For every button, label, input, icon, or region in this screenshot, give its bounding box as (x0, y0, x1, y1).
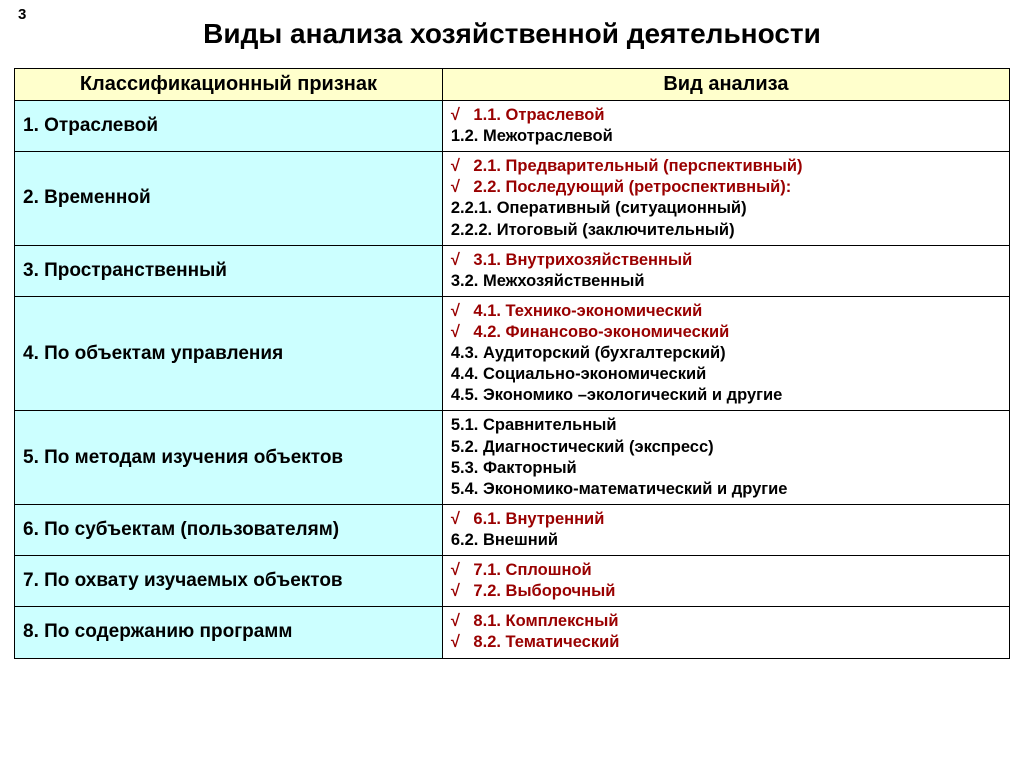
table-row: 2. Временной√ 2.1. Предварительный (перс… (15, 152, 1010, 245)
table-row: 3. Пространственный√ 3.1. Внутрихозяйств… (15, 245, 1010, 296)
type-line: √ 7.1. Сплошной (451, 560, 1001, 581)
criterion-cell: 1. Отраслевой (15, 101, 443, 152)
type-line: √ 4.2. Финансово-экономический (451, 322, 1001, 343)
check-icon: √ (451, 322, 469, 343)
type-line: 2.2.1. Оперативный (ситуационный) (451, 198, 1001, 219)
type-line: 4.3. Аудиторский (бухгалтерский) (451, 343, 1001, 364)
type-line: √ 3.1. Внутрихозяйственный (451, 250, 1001, 271)
type-line: 5.1. Сравнительный (451, 415, 1001, 436)
check-icon: √ (451, 632, 469, 653)
criterion-cell: 6. По субъектам (пользователям) (15, 504, 443, 555)
type-text: 6.1. Внутренний (469, 510, 605, 528)
check-icon: √ (451, 105, 469, 126)
types-cell: 5.1. Сравнительный5.2. Диагностический (… (442, 411, 1009, 504)
table-row: 8. По содержанию программ √ 8.1. Комплекс… (15, 607, 1010, 658)
type-text: 4.1. Технико-экономический (469, 302, 702, 320)
slide: 3 Виды анализа хозяйственной деятельност… (0, 0, 1024, 768)
check-icon: √ (451, 509, 469, 530)
type-line: √ 6.1. Внутренний (451, 509, 1001, 530)
type-text: 3.1. Внутрихозяйственный (469, 251, 692, 269)
types-cell: √ 7.1. Сплошной√ 7.2. Выборочный (442, 556, 1009, 607)
check-icon: √ (451, 250, 469, 271)
types-cell: √ 4.1. Технико-экономический√ 4.2. Финан… (442, 296, 1009, 411)
header-criterion: Классификационный признак (15, 69, 443, 101)
criterion-cell: 3. Пространственный (15, 245, 443, 296)
criterion-cell: 5. По методам изучения объектов (15, 411, 443, 504)
check-icon: √ (451, 177, 469, 198)
table-row: 1. Отраслевой√ 1.1. Отраслевой1.2. Межот… (15, 101, 1010, 152)
type-text: 8.2. Тематический (469, 633, 620, 651)
type-line: √ 1.1. Отраслевой (451, 105, 1001, 126)
type-line: √ 2.1. Предварительный (перспективный) (451, 156, 1001, 177)
type-line: 5.4. Экономико-математический и другие (451, 479, 1001, 500)
type-line: √ 8.1. Комплексный (451, 611, 1001, 632)
table-header-row: Классификационный признак Вид анализа (15, 69, 1010, 101)
type-line: 4.4. Социально-экономический (451, 364, 1001, 385)
type-text: 1.1. Отраслевой (469, 106, 605, 124)
page-title: Виды анализа хозяйственной деятельности (14, 18, 1010, 50)
types-cell: √ 6.1. Внутренний6.2. Внешний (442, 504, 1009, 555)
type-text: 4.2. Финансово-экономический (469, 323, 729, 341)
type-line: √ 4.1. Технико-экономический (451, 301, 1001, 322)
types-cell: √ 3.1. Внутрихозяйственный3.2. Межхозяйс… (442, 245, 1009, 296)
type-line: √ 7.2. Выборочный (451, 581, 1001, 602)
type-line: 2.2.2. Итоговый (заключительный) (451, 220, 1001, 241)
check-icon: √ (451, 581, 469, 602)
types-cell: √ 1.1. Отраслевой1.2. Межотраслевой (442, 101, 1009, 152)
type-text: 7.1. Сплошной (469, 561, 592, 579)
check-icon: √ (451, 611, 469, 632)
classification-table: Классификационный признак Вид анализа 1.… (14, 68, 1010, 659)
types-cell: √ 8.1. Комплексный√ 8.2. Тематический (442, 607, 1009, 658)
type-line: 3.2. Межхозяйственный (451, 271, 1001, 292)
type-line: 6.2. Внешний (451, 530, 1001, 551)
type-text: 2.2. Последующий (ретроспективный): (469, 178, 791, 196)
types-cell: √ 2.1. Предварительный (перспективный)√ … (442, 152, 1009, 245)
criterion-cell: 2. Временной (15, 152, 443, 245)
type-line: 1.2. Межотраслевой (451, 126, 1001, 147)
type-line: 5.3. Факторный (451, 458, 1001, 479)
table-row: 6. По субъектам (пользователям) √ 6.1. Вн… (15, 504, 1010, 555)
type-line: 4.5. Экономико –экологический и другие (451, 385, 1001, 406)
type-line: √ 2.2. Последующий (ретроспективный): (451, 177, 1001, 198)
check-icon: √ (451, 156, 469, 177)
type-line: 5.2. Диагностический (экспресс) (451, 437, 1001, 458)
slide-number: 3 (18, 6, 26, 23)
type-line: √ 8.2. Тематический (451, 632, 1001, 653)
table-row: 5. По методам изучения объектов5.1. Срав… (15, 411, 1010, 504)
type-text: 7.2. Выборочный (469, 582, 616, 600)
criterion-cell: 7. По охвату изучаемых объектов (15, 556, 443, 607)
header-type: Вид анализа (442, 69, 1009, 101)
type-text: 2.1. Предварительный (перспективный) (469, 157, 803, 175)
type-text: 8.1. Комплексный (469, 612, 619, 630)
criterion-cell: 4. По объектам управления (15, 296, 443, 411)
check-icon: √ (451, 560, 469, 581)
table-row: 7. По охвату изучаемых объектов √ 7.1. Сп… (15, 556, 1010, 607)
check-icon: √ (451, 301, 469, 322)
table-row: 4. По объектам управления√ 4.1. Технико-… (15, 296, 1010, 411)
criterion-cell: 8. По содержанию программ (15, 607, 443, 658)
